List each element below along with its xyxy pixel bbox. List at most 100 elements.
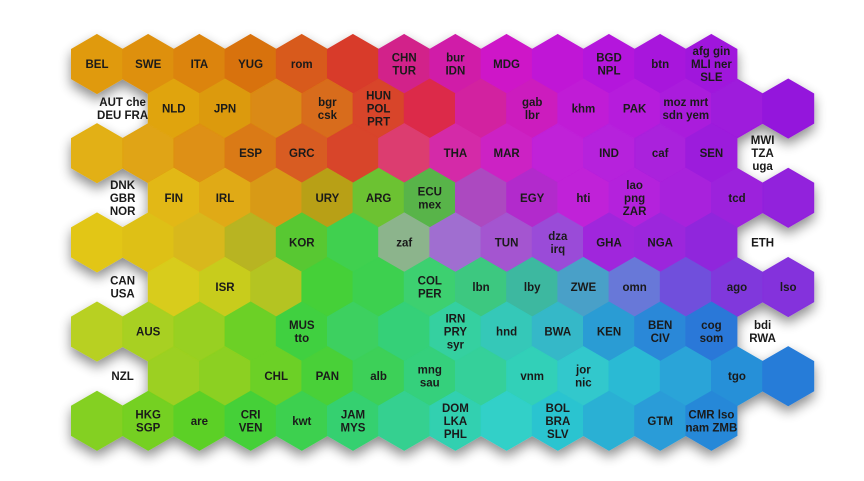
country-label: CRI VEN <box>239 409 263 434</box>
country-label: are <box>191 416 208 428</box>
country-code: png <box>624 193 645 205</box>
country-label: FIN <box>165 193 184 205</box>
country-label: omn <box>622 282 646 294</box>
country-code: mex <box>418 199 442 211</box>
country-code: JPN <box>214 104 236 116</box>
country-code: PHL <box>444 429 467 441</box>
country-code: SLV <box>547 429 569 441</box>
country-code: ZAR <box>623 206 647 218</box>
country-code: BOL <box>546 403 570 415</box>
country-code: BRA <box>545 416 570 428</box>
country-label: GHA <box>596 237 622 249</box>
country-code: SGP <box>136 422 161 434</box>
country-code: BGD <box>596 53 622 65</box>
hexagon-cell <box>762 167 815 228</box>
country-code: NGA <box>647 237 673 249</box>
country-code: JAM <box>341 409 365 421</box>
country-label: HKG SGP <box>135 409 161 434</box>
country-label: lby <box>524 282 541 294</box>
country-code: POL <box>367 104 391 116</box>
country-label: CAN USA <box>110 276 135 301</box>
country-code: VEN <box>239 422 263 434</box>
hexagon-cell <box>71 390 123 451</box>
country-code: AUT che <box>99 97 146 109</box>
country-code: lby <box>524 282 541 294</box>
country-code: omn <box>622 282 646 294</box>
country-code: BWA <box>544 327 571 339</box>
country-code: som <box>700 333 724 345</box>
hexagon-cell <box>71 212 123 273</box>
country-label: AUT che DEU FRA <box>97 97 148 122</box>
country-label: PAN <box>316 371 339 383</box>
country-code: hti <box>576 193 590 205</box>
country-code: ISR <box>215 282 235 294</box>
country-code: rom <box>291 59 313 71</box>
country-code: RWA <box>749 333 776 345</box>
country-code: AUS <box>136 327 161 339</box>
country-label: DNK GBR NOR <box>110 180 136 218</box>
country-label: dza irq <box>548 231 568 256</box>
country-label: IRL <box>216 193 235 205</box>
country-code: GRC <box>289 148 315 160</box>
country-code: irq <box>550 244 565 256</box>
country-label: kwt <box>292 416 311 428</box>
country-code: gab <box>522 97 542 109</box>
country-label: NGA <box>647 237 673 249</box>
country-code: GTM <box>647 416 673 428</box>
hexagon-cell <box>685 390 738 451</box>
country-code: MUS <box>289 320 315 332</box>
country-code: ago <box>727 282 747 294</box>
country-code: EGY <box>520 193 545 205</box>
country-label: ECU mex <box>418 186 442 211</box>
country-label: EGY <box>520 193 545 205</box>
country-label: ago <box>727 282 747 294</box>
country-label: afg gin MLI ner SLE <box>691 46 732 84</box>
country-code: ETH <box>751 237 774 249</box>
country-code: nam ZMB <box>686 422 738 434</box>
hexagon-cells <box>71 33 815 451</box>
country-code: USA <box>110 289 134 301</box>
country-code: tcd <box>728 193 745 205</box>
country-label: DOM LKA PHL <box>442 403 469 441</box>
country-label: SEN <box>700 148 724 160</box>
country-code: nic <box>575 378 592 390</box>
country-label: YUG <box>238 59 263 71</box>
country-code: dza <box>548 231 568 243</box>
country-code: CMR lso <box>688 409 734 421</box>
country-label: lso <box>780 282 797 294</box>
country-code: afg gin <box>693 46 731 58</box>
hexagon-cell <box>762 256 815 318</box>
country-label: BGD NPL <box>596 53 622 78</box>
country-code: HUN <box>366 91 391 103</box>
country-code: KOR <box>289 237 315 249</box>
country-label: hti <box>576 193 590 205</box>
country-label: NLD <box>162 104 186 116</box>
country-label: cog som <box>700 320 724 345</box>
country-code: ZWE <box>571 282 597 294</box>
country-code: ITA <box>191 59 209 71</box>
country-code: lbr <box>525 110 540 122</box>
country-label: lbn <box>472 282 489 294</box>
country-code: COL <box>418 276 442 288</box>
country-label: NZL <box>111 371 133 383</box>
country-code: MWI <box>751 135 775 147</box>
country-code: sau <box>420 378 440 390</box>
country-code: DEU FRA <box>97 110 148 122</box>
country-code: bur <box>446 53 465 65</box>
country-label: BEN CIV <box>648 320 672 345</box>
country-label: BEL <box>86 59 109 71</box>
country-label: ISR <box>215 282 235 294</box>
country-code: DNK <box>110 180 136 192</box>
country-code: CHL <box>264 371 288 383</box>
country-label: ESP <box>239 148 262 160</box>
hexagon-cell <box>71 301 123 362</box>
country-code: TUN <box>495 237 519 249</box>
country-label: AUS <box>136 327 161 339</box>
country-code: ARG <box>366 193 392 205</box>
country-code: CHN <box>392 53 417 65</box>
country-label: vnm <box>520 371 544 383</box>
country-code: NPL <box>598 66 621 78</box>
country-code: CAN <box>110 276 135 288</box>
country-code: csk <box>318 110 338 122</box>
country-code: MYS <box>341 422 366 434</box>
